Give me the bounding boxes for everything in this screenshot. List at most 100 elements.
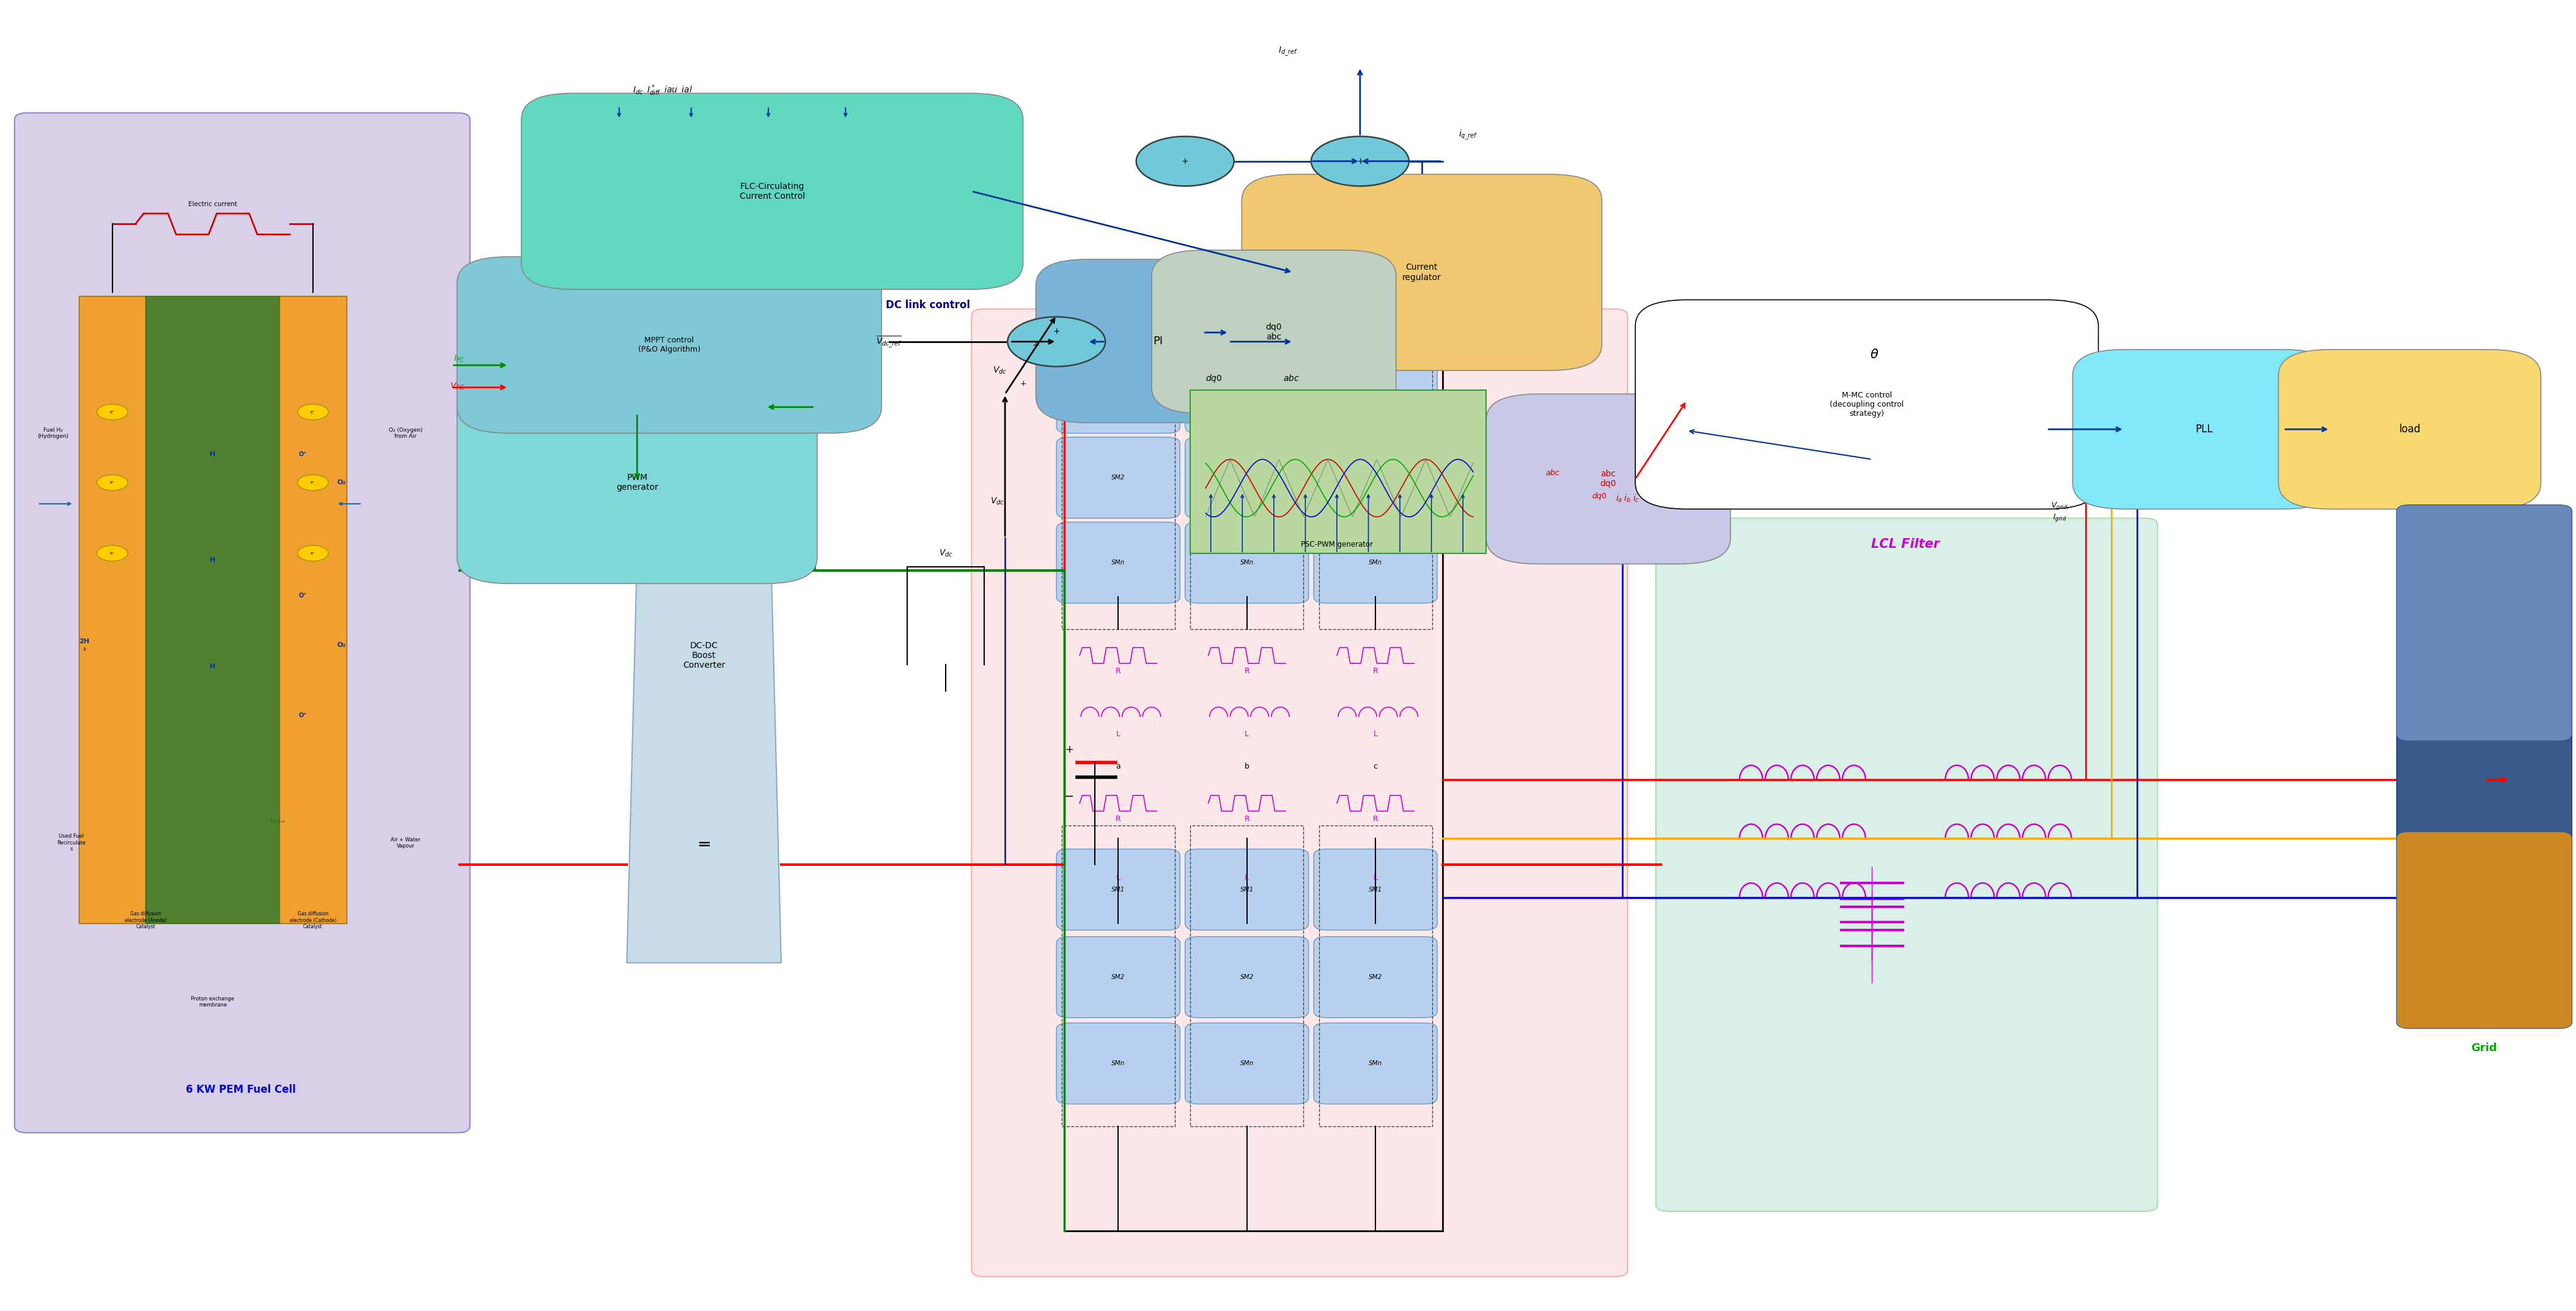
Text: e⁻: e⁻ bbox=[111, 410, 116, 414]
Text: $dq0$: $dq0$ bbox=[1206, 372, 1224, 384]
Text: $V_{grid,}$
$I_{grid}$: $V_{grid,}$ $I_{grid}$ bbox=[2050, 501, 2069, 523]
Text: dq0
abc: dq0 abc bbox=[1265, 323, 1283, 341]
Text: Three phase M-MC: Three phase M-MC bbox=[1239, 316, 1363, 328]
Text: O⁺: O⁺ bbox=[299, 451, 307, 458]
Circle shape bbox=[299, 404, 327, 420]
FancyBboxPatch shape bbox=[1314, 1023, 1437, 1104]
Text: e⁻: e⁻ bbox=[312, 552, 314, 555]
FancyBboxPatch shape bbox=[1314, 437, 1437, 518]
Text: O₂ (Oxygen)
from Air: O₂ (Oxygen) from Air bbox=[389, 427, 422, 439]
Text: SMn: SMn bbox=[1110, 560, 1126, 566]
Text: e⁻: e⁻ bbox=[312, 481, 314, 485]
Text: R: R bbox=[1115, 667, 1121, 675]
Text: ═: ═ bbox=[698, 836, 708, 853]
Text: R: R bbox=[1373, 815, 1378, 823]
FancyBboxPatch shape bbox=[1314, 850, 1437, 929]
FancyBboxPatch shape bbox=[1242, 174, 1602, 371]
FancyBboxPatch shape bbox=[2396, 505, 2571, 1028]
Text: SMn: SMn bbox=[1368, 560, 1383, 566]
Text: DC-DC
Boost
Converter: DC-DC Boost Converter bbox=[683, 641, 726, 670]
Text: SM2: SM2 bbox=[1368, 974, 1383, 981]
FancyBboxPatch shape bbox=[1151, 250, 1396, 413]
Text: SMn: SMn bbox=[1239, 560, 1255, 566]
Text: SMn: SMn bbox=[1239, 1061, 1255, 1067]
Text: Gas diffusion
electrode (Cathode)
Catalyst: Gas diffusion electrode (Cathode) Cataly… bbox=[289, 911, 337, 929]
FancyBboxPatch shape bbox=[1314, 936, 1437, 1017]
Text: L: L bbox=[1115, 730, 1121, 738]
FancyBboxPatch shape bbox=[2074, 350, 2334, 509]
Text: FLC-Circulating
Current Control: FLC-Circulating Current Control bbox=[739, 182, 804, 201]
Text: SM2: SM2 bbox=[1239, 974, 1255, 981]
Circle shape bbox=[98, 475, 129, 490]
FancyBboxPatch shape bbox=[1036, 260, 1280, 422]
Text: $V_{dc}$: $V_{dc}$ bbox=[992, 366, 1007, 375]
Text: Electric current: Electric current bbox=[188, 202, 237, 207]
Text: c: c bbox=[1373, 763, 1378, 771]
Text: R: R bbox=[1244, 815, 1249, 823]
Circle shape bbox=[299, 475, 327, 490]
Text: $abc$: $abc$ bbox=[1546, 468, 1561, 477]
FancyBboxPatch shape bbox=[1056, 522, 1180, 603]
Text: SM1: SM1 bbox=[1368, 886, 1383, 893]
Text: O⁺: O⁺ bbox=[299, 713, 307, 718]
Text: $V_{dc}$: $V_{dc}$ bbox=[938, 548, 953, 558]
FancyBboxPatch shape bbox=[1185, 1023, 1309, 1104]
Text: +: + bbox=[1064, 745, 1074, 755]
Text: $I_{FC}$: $I_{FC}$ bbox=[453, 354, 464, 363]
Text: $I_{dc}\;\;I^*_{diff}\;\;iau\;\;ial$: $I_{dc}\;\;I^*_{diff}\;\;iau\;\;ial$ bbox=[634, 84, 693, 97]
Text: SMn: SMn bbox=[1368, 1061, 1383, 1067]
Text: +: + bbox=[1020, 380, 1025, 388]
FancyBboxPatch shape bbox=[1185, 353, 1309, 433]
Text: O⁺: O⁺ bbox=[299, 593, 307, 599]
FancyBboxPatch shape bbox=[1486, 395, 1731, 564]
Text: L: L bbox=[1244, 730, 1249, 738]
Text: load: load bbox=[2398, 423, 2421, 435]
Text: −: − bbox=[1064, 791, 1074, 802]
Circle shape bbox=[98, 545, 129, 561]
Text: e⁻: e⁻ bbox=[312, 410, 314, 414]
Text: a: a bbox=[1115, 763, 1121, 771]
FancyBboxPatch shape bbox=[971, 309, 1628, 1277]
Text: PWM
generator: PWM generator bbox=[616, 473, 657, 492]
FancyBboxPatch shape bbox=[456, 382, 817, 583]
Text: e⁻: e⁻ bbox=[111, 552, 116, 555]
FancyBboxPatch shape bbox=[1314, 353, 1437, 433]
Text: $\overline{V_{dc\_ref}}$: $\overline{V_{dc\_ref}}$ bbox=[876, 334, 902, 349]
FancyBboxPatch shape bbox=[1185, 850, 1309, 929]
FancyBboxPatch shape bbox=[520, 93, 1023, 290]
Text: Grid: Grid bbox=[2470, 1042, 2496, 1053]
FancyBboxPatch shape bbox=[1656, 518, 2159, 1211]
Text: R: R bbox=[1115, 815, 1121, 823]
Text: 2H
₂: 2H ₂ bbox=[80, 638, 90, 652]
FancyBboxPatch shape bbox=[1190, 391, 1486, 553]
Polygon shape bbox=[626, 349, 781, 962]
Circle shape bbox=[1136, 136, 1234, 186]
Text: SM1: SM1 bbox=[1368, 389, 1383, 396]
Text: DC link control: DC link control bbox=[886, 299, 971, 311]
Text: R: R bbox=[1373, 667, 1378, 675]
Text: SM2: SM2 bbox=[1110, 974, 1126, 981]
Text: Gas diffusion
electrode (Anode)
Catalyst: Gas diffusion electrode (Anode) Catalyst bbox=[124, 911, 167, 929]
FancyBboxPatch shape bbox=[1056, 437, 1180, 518]
Text: Fuel H₂
(Hydrogen): Fuel H₂ (Hydrogen) bbox=[39, 427, 70, 439]
FancyBboxPatch shape bbox=[2396, 832, 2571, 1028]
FancyBboxPatch shape bbox=[1056, 1023, 1180, 1104]
FancyBboxPatch shape bbox=[15, 113, 469, 1133]
Text: SM1: SM1 bbox=[1239, 886, 1255, 893]
FancyBboxPatch shape bbox=[1185, 522, 1309, 603]
Text: $dq0$: $dq0$ bbox=[1592, 490, 1607, 501]
Text: SM1: SM1 bbox=[1110, 886, 1126, 893]
Text: $\theta$: $\theta$ bbox=[1870, 349, 1878, 361]
Text: +: + bbox=[1358, 157, 1363, 165]
FancyBboxPatch shape bbox=[2396, 505, 2571, 741]
Text: MPPT control
(P&O Algorithm): MPPT control (P&O Algorithm) bbox=[639, 337, 701, 354]
Text: PI: PI bbox=[1154, 336, 1162, 346]
Text: SM2: SM2 bbox=[1239, 475, 1255, 481]
FancyBboxPatch shape bbox=[147, 296, 281, 923]
Text: L: L bbox=[1373, 874, 1378, 882]
Text: H: H bbox=[209, 557, 216, 564]
Text: Proton exchange
membrane: Proton exchange membrane bbox=[191, 996, 234, 1008]
Text: L: L bbox=[1373, 730, 1378, 738]
Text: $i_{q\_ref}$: $i_{q\_ref}$ bbox=[1458, 128, 1479, 142]
FancyBboxPatch shape bbox=[1636, 300, 2099, 509]
